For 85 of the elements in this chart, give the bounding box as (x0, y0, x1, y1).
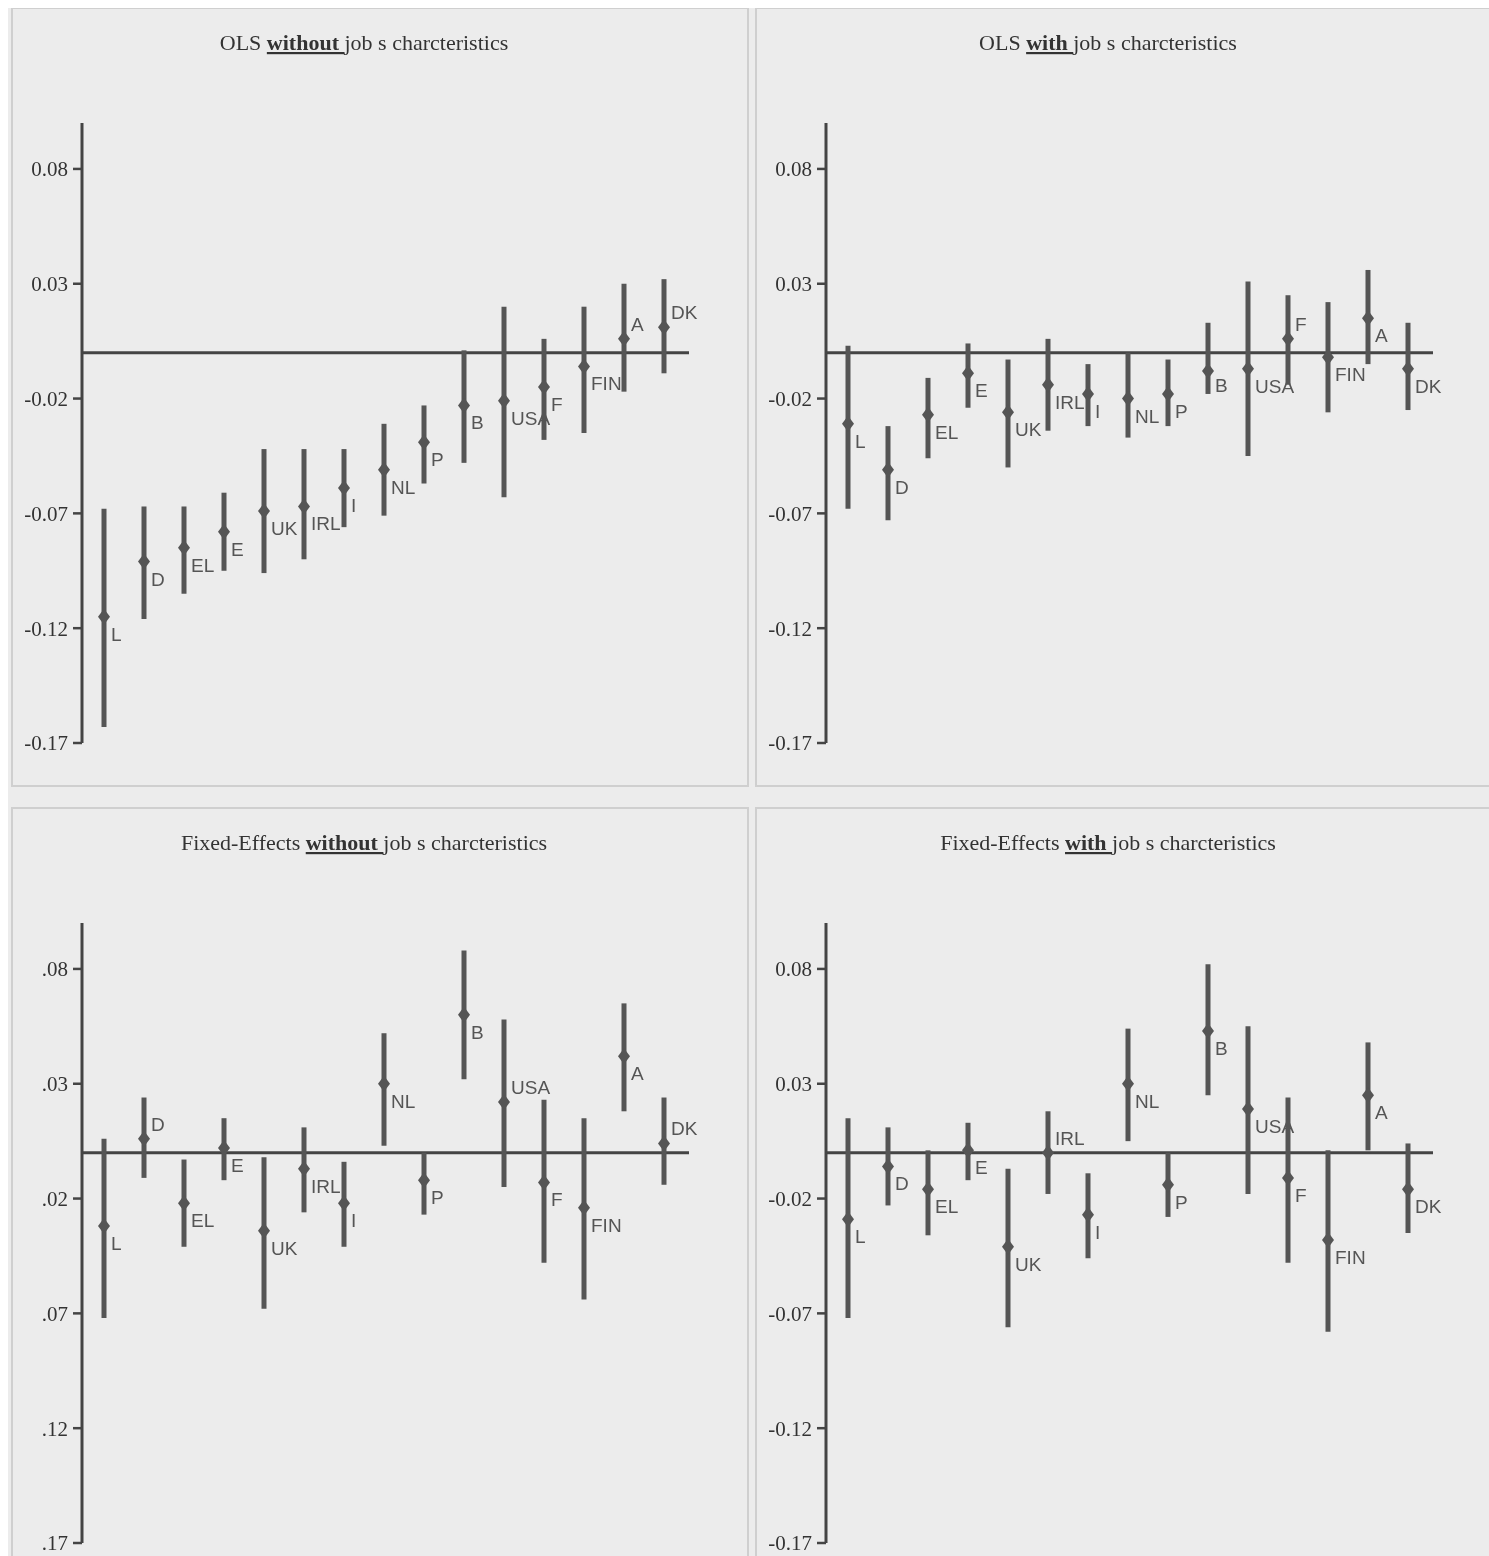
series-label: A (1375, 325, 1388, 347)
series-label: FIN (591, 1214, 622, 1236)
series-label: DK (671, 1118, 698, 1140)
y-tick-label: .17 (41, 1531, 68, 1556)
y-tick-label: .02 (41, 1186, 68, 1211)
series-label: E (231, 538, 244, 560)
y-tick-label: -0.07 (24, 501, 68, 526)
series-label: EL (935, 421, 959, 443)
y-tick-label: .03 (41, 1072, 68, 1097)
y-tick-label: 0.08 (775, 957, 812, 982)
series-label: A (1375, 1102, 1388, 1124)
series-label: F (551, 1189, 563, 1211)
series-label: B (471, 412, 484, 434)
series-label: IRL (311, 513, 341, 535)
series-label: I (351, 495, 357, 517)
y-tick-label: 0.03 (775, 1072, 812, 1097)
series-label: NL (391, 1090, 416, 1112)
series-label: EL (191, 1210, 215, 1232)
series-label: UK (1015, 419, 1042, 441)
series-label: D (895, 476, 909, 498)
series-label: NL (1135, 405, 1160, 427)
series-label: P (431, 1187, 444, 1209)
series-label: UK (271, 1237, 298, 1259)
y-tick-label: 0.08 (775, 157, 812, 182)
chart-title: OLS without job s charcteristics (219, 30, 509, 55)
y-tick-label: 0.03 (31, 272, 68, 297)
series-label: D (151, 1113, 165, 1135)
y-tick-label: -0.07 (768, 501, 812, 526)
series-label: F (1295, 313, 1307, 335)
series-label: D (151, 568, 165, 590)
series-label: EL (935, 1196, 959, 1218)
series-label: EL (191, 554, 215, 576)
series-label: E (975, 380, 988, 402)
y-tick-label: .07 (41, 1301, 68, 1326)
series-label: E (231, 1155, 244, 1177)
series-label: P (431, 449, 444, 471)
series-label: FIN (1335, 1246, 1366, 1268)
series-label: NL (391, 476, 416, 498)
series-label: IRL (311, 1175, 341, 1197)
series-label: IRL (1055, 1127, 1085, 1149)
y-tick-label: -0.02 (768, 386, 812, 411)
series-label: B (1215, 374, 1228, 396)
series-label: I (1095, 400, 1101, 422)
y-tick-label: -0.02 (768, 1186, 812, 1211)
series-label: FIN (591, 373, 622, 395)
series-label: L (111, 1233, 122, 1255)
series-label: P (1175, 1191, 1188, 1213)
series-label: I (351, 1210, 357, 1232)
series-label: DK (1415, 375, 1442, 397)
series-label: P (1175, 400, 1188, 422)
y-tick-label: -0.02 (24, 386, 68, 411)
series-label: FIN (1335, 364, 1366, 386)
series-label: F (551, 394, 563, 416)
series-label: L (111, 623, 122, 645)
series-label: B (471, 1021, 484, 1043)
series-label: DK (1415, 1196, 1442, 1218)
series-label: E (975, 1157, 988, 1179)
series-label: F (1295, 1184, 1307, 1206)
y-tick-label: .08 (41, 957, 68, 982)
series-label: A (631, 313, 644, 335)
chart-title: Fixed-Effects without job s charcteristics (180, 830, 548, 855)
y-tick-label: 0.08 (31, 157, 68, 182)
y-tick-label: .12 (41, 1416, 68, 1441)
y-tick-label: -0.07 (768, 1301, 812, 1326)
series-label: NL (1135, 1090, 1160, 1112)
y-tick-label: -0.17 (24, 731, 68, 756)
series-label: UK (271, 518, 298, 540)
series-label: L (855, 1226, 866, 1248)
chart-title: OLS with job s charcteristics (979, 30, 1237, 55)
series-label: DK (671, 302, 698, 324)
y-tick-label: -0.17 (768, 1531, 812, 1556)
chart-title: Fixed-Effects with job s charcteristics (940, 830, 1276, 855)
y-tick-label: -0.12 (768, 1416, 812, 1441)
y-tick-label: -0.12 (768, 616, 812, 641)
series-label: A (631, 1063, 644, 1085)
series-label: I (1095, 1221, 1101, 1243)
series-label: UK (1015, 1253, 1042, 1275)
series-label: L (855, 430, 866, 452)
series-label: D (895, 1173, 909, 1195)
y-tick-label: -0.12 (24, 616, 68, 641)
y-tick-label: 0.03 (775, 272, 812, 297)
series-label: B (1215, 1037, 1228, 1059)
series-label: IRL (1055, 391, 1085, 413)
series-label: USA (511, 1077, 551, 1099)
y-tick-label: -0.17 (768, 731, 812, 756)
